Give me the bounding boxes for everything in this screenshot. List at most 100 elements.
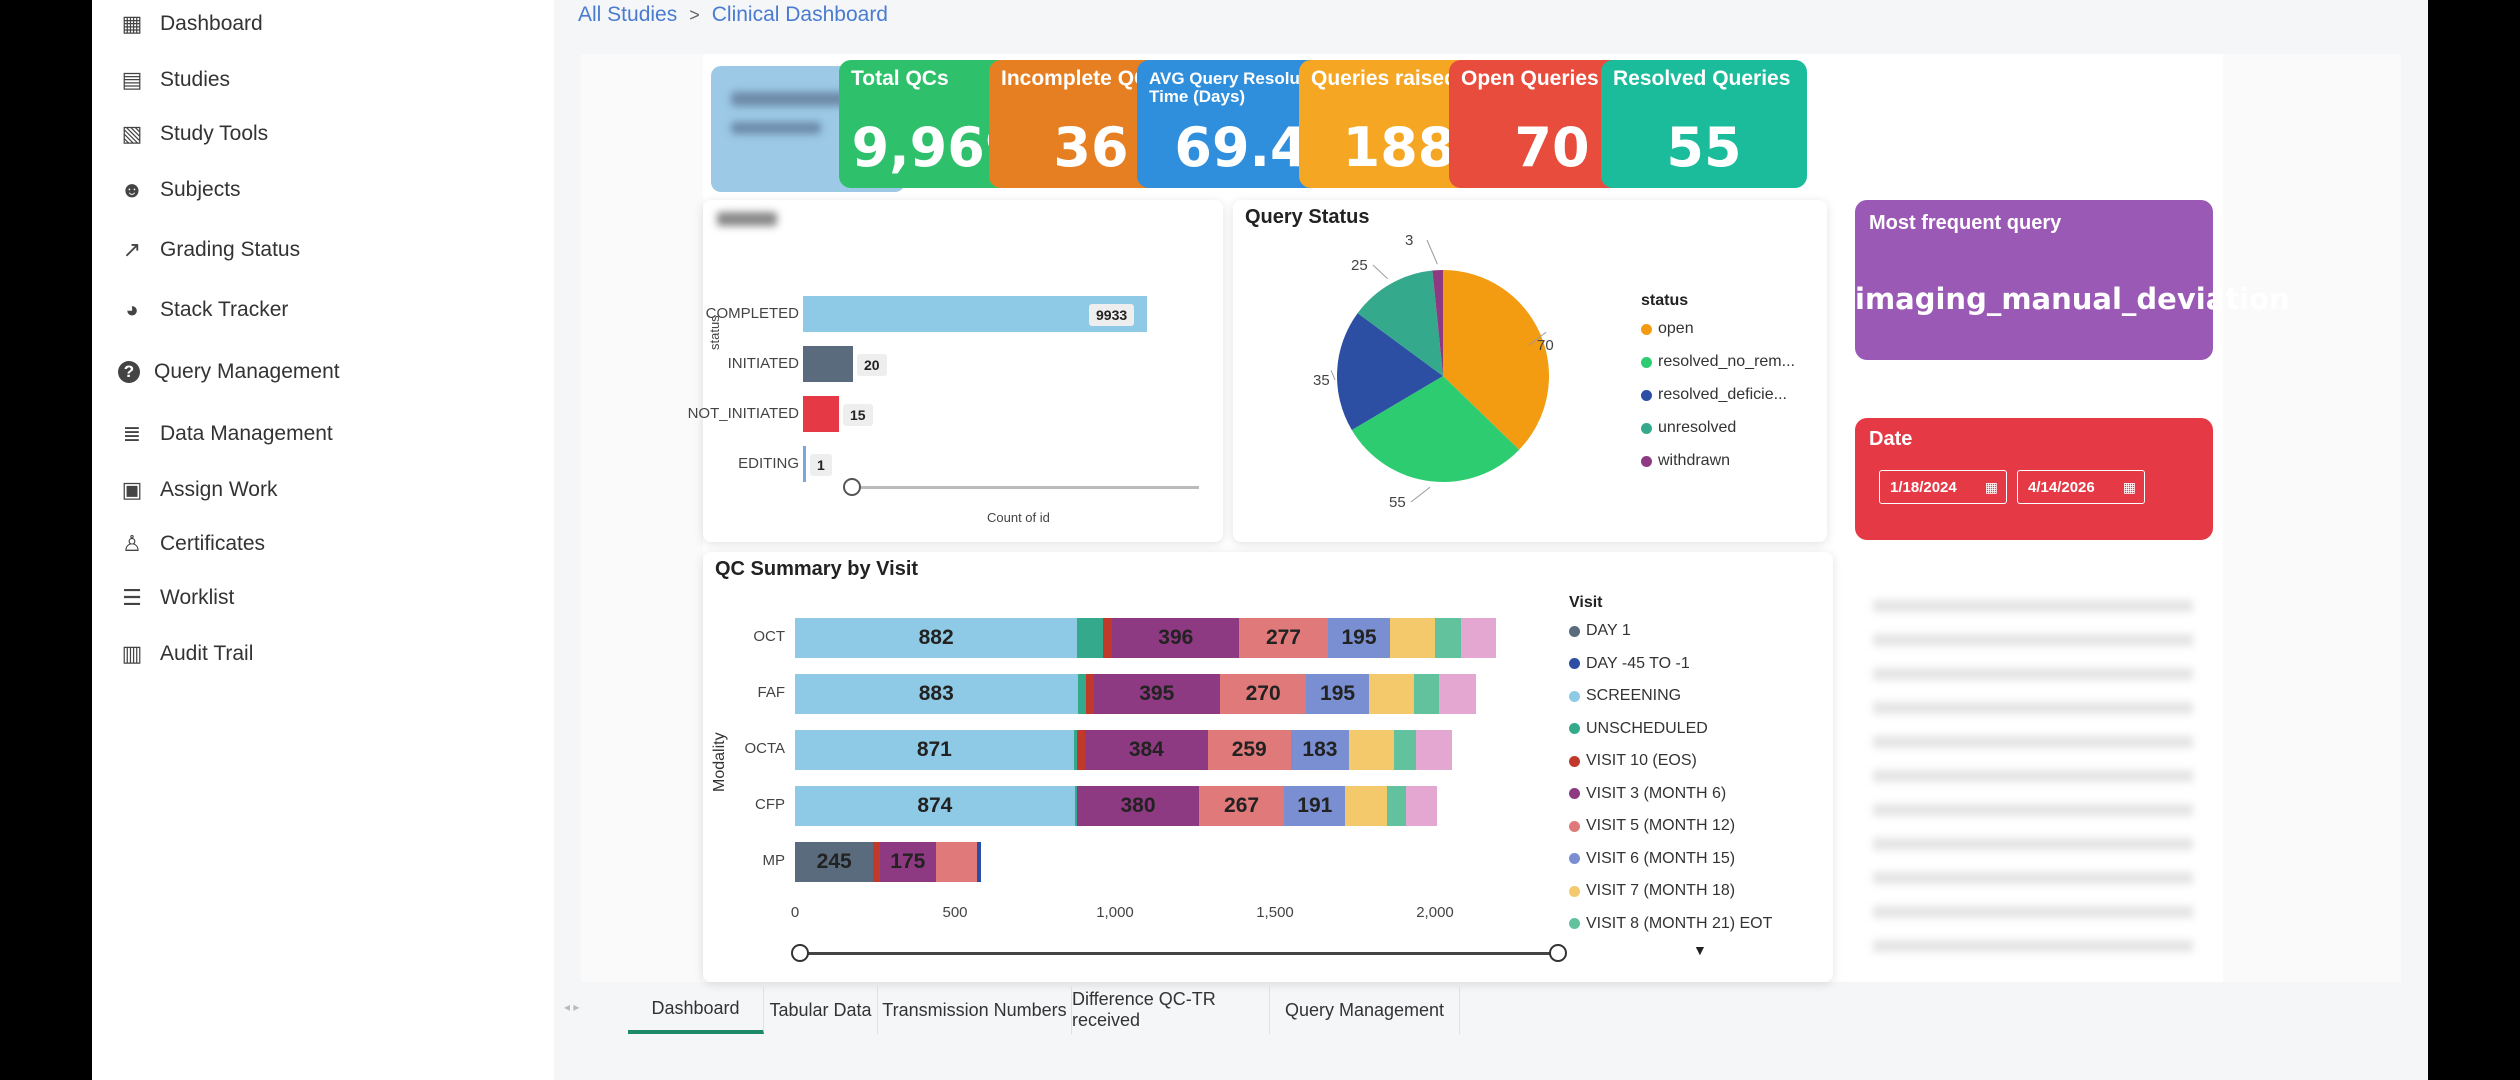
qc-summary-slider-start[interactable] bbox=[791, 944, 809, 962]
stack-segment[interactable] bbox=[1413, 674, 1440, 714]
sidebar-item-data-management[interactable]: ≣ Data Management bbox=[118, 414, 601, 454]
stack-segment[interactable] bbox=[1077, 674, 1086, 714]
stack-segment[interactable] bbox=[977, 842, 981, 882]
qc-bar[interactable] bbox=[803, 396, 839, 432]
stack-segment[interactable] bbox=[1085, 674, 1094, 714]
pie-slice-open[interactable] bbox=[1443, 270, 1549, 450]
stack-segment[interactable] bbox=[935, 842, 978, 882]
stack-segment[interactable] bbox=[1368, 674, 1414, 714]
visit-legend-item[interactable]: VISIT 5 (MONTH 12) bbox=[1569, 817, 1735, 835]
stack-segment[interactable]: 396 bbox=[1112, 618, 1240, 658]
stack-segment[interactable]: 270 bbox=[1219, 674, 1307, 714]
stack-segment[interactable] bbox=[873, 842, 880, 882]
qc-summary-slider-end[interactable] bbox=[1549, 944, 1567, 962]
stack-segment[interactable]: 384 bbox=[1084, 730, 1208, 770]
visit-legend-label: SCREENING bbox=[1586, 687, 1682, 704]
tab-transmission-numbers[interactable]: Transmission Numbers bbox=[878, 986, 1072, 1034]
stack-segment[interactable] bbox=[1406, 786, 1437, 826]
visit-legend-item[interactable]: DAY 1 bbox=[1569, 622, 1631, 640]
calendar-icon[interactable]: ▦ bbox=[2122, 478, 2136, 495]
sidebar-item-certificates[interactable]: ♙ Certificates bbox=[118, 524, 601, 564]
date-from-input[interactable]: 1/18/2024 ▦ bbox=[1879, 470, 2007, 504]
stack-segment[interactable] bbox=[1416, 730, 1452, 770]
pie-slice-resolved-no-rem-[interactable] bbox=[1351, 376, 1520, 482]
visit-legend-item[interactable]: VISIT 7 (MONTH 18) bbox=[1569, 882, 1735, 900]
stack-segment[interactable]: 395 bbox=[1093, 674, 1220, 714]
stack-segment[interactable] bbox=[1076, 730, 1085, 770]
sidebar-item-assign-work[interactable]: ▣ Assign Work bbox=[118, 470, 601, 510]
visit-legend-item[interactable]: VISIT 3 (MONTH 6) bbox=[1569, 785, 1726, 803]
stack-segment[interactable] bbox=[1460, 618, 1496, 658]
tab-query-management[interactable]: Query Management bbox=[1270, 986, 1460, 1034]
stack-segment[interactable] bbox=[1394, 730, 1417, 770]
sidebar-item-label: Subjects bbox=[160, 178, 241, 201]
stack-segment[interactable]: 259 bbox=[1207, 730, 1291, 770]
stack-segment[interactable]: 277 bbox=[1239, 618, 1328, 658]
stack-segment[interactable] bbox=[1439, 674, 1476, 714]
stack-segment[interactable]: 380 bbox=[1077, 786, 1199, 826]
qc-status-slider-handle[interactable] bbox=[843, 478, 861, 496]
qc-bar[interactable] bbox=[803, 446, 806, 482]
stack-segment[interactable]: 882 bbox=[795, 618, 1078, 658]
stack-segment[interactable]: 183 bbox=[1290, 730, 1350, 770]
visit-legend-item[interactable]: SCREENING bbox=[1569, 687, 1681, 705]
stack-segment[interactable] bbox=[1387, 786, 1407, 826]
date-to-input[interactable]: 4/14/2026 ▦ bbox=[2017, 470, 2145, 504]
visit-legend-item[interactable]: UNSCHEDULED bbox=[1569, 720, 1708, 738]
stack-segment[interactable]: 175 bbox=[879, 842, 936, 882]
pie-legend-item[interactable]: withdrawn bbox=[1641, 452, 1730, 470]
breadcrumb-root-link[interactable]: All Studies bbox=[578, 3, 678, 26]
stack-segment[interactable]: 195 bbox=[1327, 618, 1391, 658]
visit-legend-item[interactable]: DAY -45 TO -1 bbox=[1569, 655, 1690, 673]
stack-segment[interactable] bbox=[1073, 730, 1077, 770]
tab-tabular-data[interactable]: Tabular Data bbox=[764, 986, 878, 1034]
stack-segment[interactable]: 883 bbox=[795, 674, 1078, 714]
pie-legend-item[interactable]: resolved_deficie... bbox=[1641, 386, 1787, 404]
stack-segment[interactable] bbox=[1077, 618, 1103, 658]
pie-legend-item[interactable]: open bbox=[1641, 320, 1694, 338]
stack-segment-value: 380 bbox=[1120, 794, 1156, 817]
visit-legend-item[interactable]: VISIT 10 (EOS) bbox=[1569, 752, 1697, 770]
pie-slice-resolved-deficie-[interactable] bbox=[1337, 313, 1443, 431]
tab-dashboard[interactable]: Dashboard bbox=[628, 986, 764, 1034]
pie-legend-item[interactable]: resolved_no_rem... bbox=[1641, 353, 1795, 371]
stack-segment[interactable] bbox=[1074, 786, 1078, 826]
stack-segment[interactable]: 874 bbox=[795, 786, 1075, 826]
sidebar-item-worklist[interactable]: ☰ Worklist bbox=[118, 578, 601, 618]
stack-segment[interactable] bbox=[1390, 618, 1435, 658]
stack-segment[interactable]: 871 bbox=[795, 730, 1074, 770]
report-frame: Total QCs 9,969 Incomplete QCs 36 AVG Query … bbox=[581, 54, 2401, 982]
legend-dot bbox=[1569, 918, 1580, 929]
sidebar-item-grading-status[interactable]: ↗ Grading Status bbox=[118, 230, 518, 270]
stack-segment[interactable]: 267 bbox=[1198, 786, 1285, 826]
pie-legend-item[interactable]: unresolved bbox=[1641, 419, 1736, 437]
visit-legend-item[interactable]: VISIT 6 (MONTH 15) bbox=[1569, 850, 1735, 868]
qc-status-slider-track[interactable] bbox=[851, 486, 1199, 489]
stack-segment[interactable] bbox=[1102, 618, 1113, 658]
stack-segment[interactable] bbox=[1435, 618, 1461, 658]
sidebar-item-subjects[interactable]: ☻ Subjects bbox=[118, 170, 518, 210]
qc-summary-slider-track[interactable] bbox=[799, 952, 1559, 955]
sidebar-item-studies[interactable]: ▤ Studies bbox=[118, 60, 518, 100]
tabs-scroll-left-icon[interactable]: ◂ ▸ bbox=[564, 1000, 580, 1014]
tab-difference-qc-tr-received[interactable]: Difference QC-TR received bbox=[1072, 986, 1270, 1034]
stack-segment[interactable]: 191 bbox=[1284, 786, 1346, 826]
sidebar-item-audit-trail[interactable]: ▥ Audit Trail bbox=[118, 634, 601, 674]
sidebar-item-query-management[interactable]: ? Query Management bbox=[118, 352, 518, 392]
pie-slice-withdrawn[interactable] bbox=[1432, 270, 1443, 376]
pie-icon: ◕ bbox=[125, 297, 139, 322]
sidebar-item-dashboard[interactable]: ▦ Dashboard bbox=[118, 4, 601, 44]
stack-segment[interactable] bbox=[1345, 786, 1387, 826]
stack-segment[interactable]: 195 bbox=[1306, 674, 1369, 714]
stack-segment-value: 883 bbox=[918, 682, 954, 705]
visit-legend-item[interactable]: VISIT 8 (MONTH 21) EOT bbox=[1569, 915, 1772, 933]
legend-scroll-down-icon[interactable]: ▼ bbox=[1693, 942, 1707, 958]
calendar-icon[interactable]: ▦ bbox=[1984, 478, 1998, 495]
stack-segment[interactable]: 245 bbox=[795, 842, 874, 882]
qc-bar[interactable] bbox=[803, 346, 853, 382]
pie-slice-unresolved[interactable] bbox=[1357, 270, 1443, 376]
sidebar-item-study-tools[interactable]: ▧ Study Tools bbox=[118, 114, 601, 154]
qc-bar-category-label: INITIATED bbox=[727, 355, 799, 372]
stack-segment[interactable] bbox=[1349, 730, 1395, 770]
sidebar-item-stack-tracker[interactable]: ◕ Stack Tracker bbox=[118, 290, 518, 330]
